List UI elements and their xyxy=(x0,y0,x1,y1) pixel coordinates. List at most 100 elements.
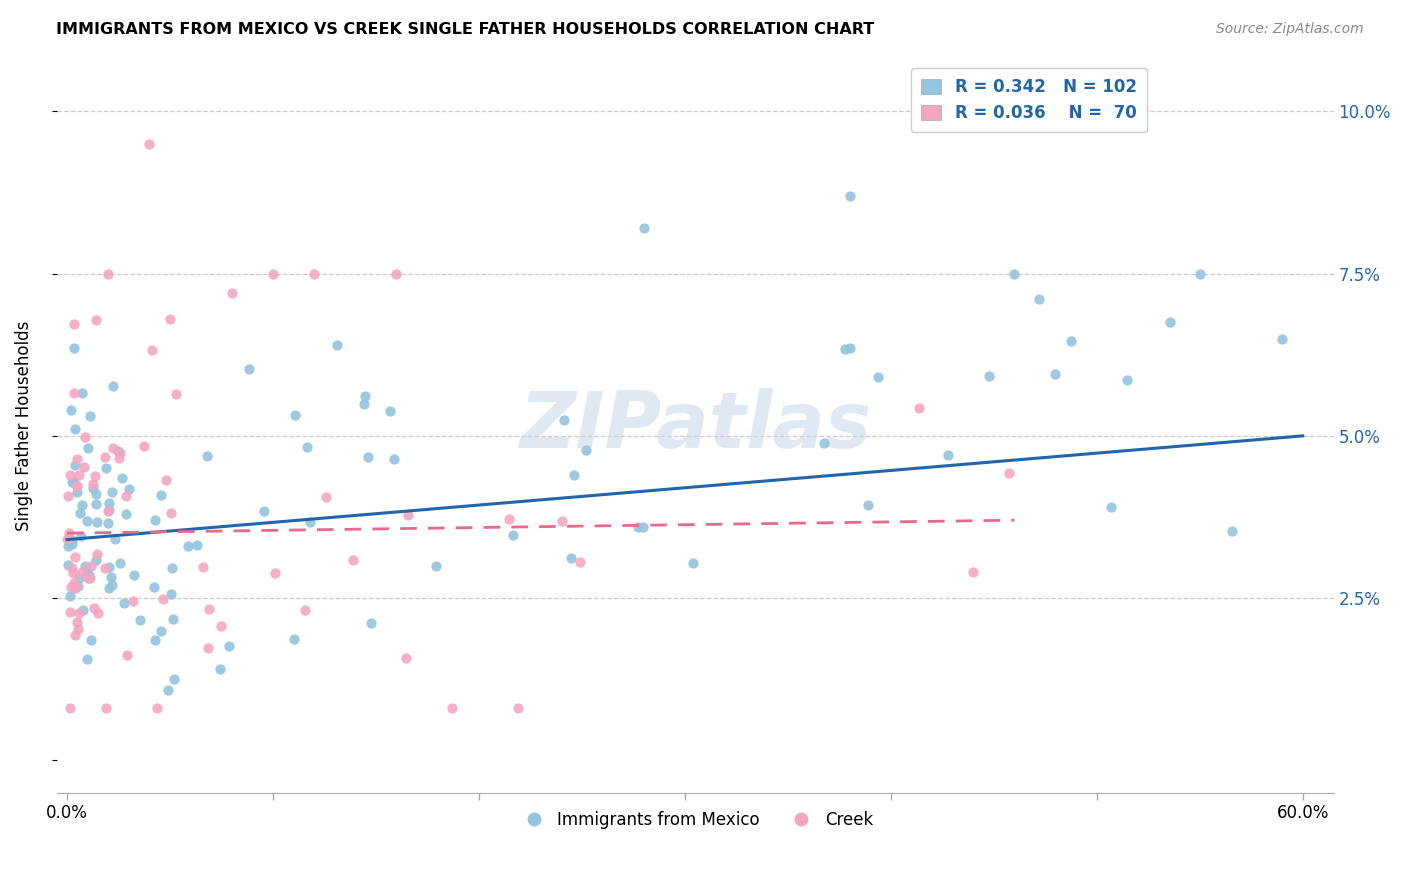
Point xyxy=(146,701,169,715)
Legend: Immigrants from Mexico, Creek: Immigrants from Mexico, Creek xyxy=(510,805,880,836)
Point xyxy=(191,560,214,574)
Point xyxy=(107,444,129,458)
Point xyxy=(143,513,166,527)
Point xyxy=(101,379,124,393)
Point xyxy=(101,485,124,500)
Point xyxy=(83,600,105,615)
Point xyxy=(104,532,127,546)
Point xyxy=(150,488,173,502)
Text: ZIPatlas: ZIPatlas xyxy=(519,388,872,464)
Point xyxy=(59,589,82,603)
Point xyxy=(159,312,181,326)
Point xyxy=(76,515,98,529)
Point xyxy=(380,404,402,418)
Point xyxy=(70,529,93,543)
Point xyxy=(382,451,405,466)
Point xyxy=(396,508,419,523)
Point xyxy=(72,603,94,617)
Point xyxy=(562,468,585,483)
Point xyxy=(86,487,108,501)
Point xyxy=(627,520,650,534)
Point xyxy=(155,473,177,487)
Point xyxy=(575,442,598,457)
Point xyxy=(998,467,1021,481)
Point xyxy=(97,504,120,518)
Point xyxy=(73,430,96,444)
Point xyxy=(66,452,89,467)
Point xyxy=(1060,334,1083,349)
Point xyxy=(1116,373,1139,387)
Point xyxy=(66,479,89,493)
Point xyxy=(502,528,524,542)
Point xyxy=(80,558,103,573)
Point xyxy=(122,593,145,607)
Point xyxy=(198,601,221,615)
Point xyxy=(263,566,285,581)
Point xyxy=(60,533,83,547)
Point xyxy=(356,450,378,464)
Point xyxy=(112,596,135,610)
Point xyxy=(76,570,98,584)
Point xyxy=(315,490,337,504)
Point xyxy=(298,515,321,529)
Point xyxy=(84,312,107,326)
Point xyxy=(96,701,118,715)
Point xyxy=(283,632,305,646)
Point xyxy=(163,672,186,686)
Point xyxy=(87,606,110,620)
Point xyxy=(66,485,89,500)
Point xyxy=(813,436,835,450)
Point xyxy=(1222,524,1244,538)
Point xyxy=(70,385,93,400)
Point xyxy=(59,605,82,619)
Point xyxy=(86,547,108,561)
Point xyxy=(253,503,276,517)
Point xyxy=(342,552,364,566)
Point xyxy=(79,571,101,585)
Point xyxy=(59,467,82,482)
Point xyxy=(98,582,121,596)
Point xyxy=(70,565,93,579)
Point xyxy=(76,651,98,665)
Point xyxy=(631,520,654,534)
Point xyxy=(838,341,860,355)
Point xyxy=(1188,267,1211,281)
Point xyxy=(60,403,83,417)
Point xyxy=(208,662,231,676)
Point xyxy=(63,341,86,355)
Point xyxy=(160,506,183,520)
Point xyxy=(197,640,219,655)
Point xyxy=(1271,332,1294,346)
Point xyxy=(1043,368,1066,382)
Point xyxy=(77,441,100,455)
Point xyxy=(56,539,79,553)
Point xyxy=(94,450,117,464)
Point xyxy=(143,580,166,594)
Point xyxy=(395,651,418,665)
Point xyxy=(79,409,101,424)
Point xyxy=(56,558,79,572)
Point xyxy=(128,613,150,627)
Point xyxy=(98,502,121,516)
Point xyxy=(962,565,984,579)
Point xyxy=(115,489,138,503)
Text: IMMIGRANTS FROM MEXICO VS CREEK SINGLE FATHER HOUSEHOLDS CORRELATION CHART: IMMIGRANTS FROM MEXICO VS CREEK SINGLE F… xyxy=(56,22,875,37)
Point xyxy=(73,459,96,474)
Point xyxy=(60,536,83,550)
Point xyxy=(138,136,160,151)
Point xyxy=(353,397,375,411)
Point xyxy=(101,441,124,455)
Point xyxy=(84,553,107,567)
Point xyxy=(114,507,136,521)
Point xyxy=(165,386,187,401)
Point xyxy=(96,516,118,530)
Point xyxy=(977,369,1000,384)
Point xyxy=(177,539,200,553)
Point xyxy=(69,506,91,520)
Point xyxy=(67,467,90,482)
Point xyxy=(560,551,582,566)
Point xyxy=(77,568,100,582)
Point xyxy=(633,221,655,235)
Point xyxy=(868,370,890,384)
Point xyxy=(86,515,108,529)
